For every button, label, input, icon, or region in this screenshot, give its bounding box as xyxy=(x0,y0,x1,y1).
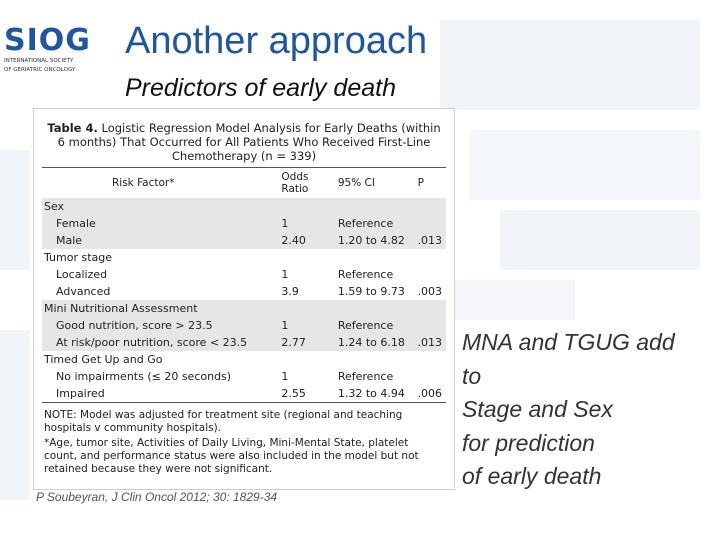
logo-wordmark: SIOG xyxy=(4,23,91,58)
cell-odds-ratio xyxy=(279,249,319,266)
table-group-row: Mini Nutritional Assessment xyxy=(42,300,446,317)
takeaway-line-1: MNA and TGUG add xyxy=(462,329,675,355)
takeaway-line-4: for prediction xyxy=(462,429,595,456)
takeaway-text: MNA and TGUG add to Stage and Sex for pr… xyxy=(462,326,712,494)
cell-p-value xyxy=(416,266,446,283)
regression-table-figure: Table 4. Logistic Regression Model Analy… xyxy=(33,108,455,490)
cell-odds-ratio: 1 xyxy=(281,268,289,281)
cell-odds-ratio xyxy=(279,300,320,317)
takeaway-line-5: of early death xyxy=(462,463,602,489)
cell-ci: 1.59 to 9.73 xyxy=(337,285,405,298)
cell-ci: 1.32 to 4.94 xyxy=(337,387,405,400)
cell-odds-ratio: 3.9 xyxy=(281,285,299,298)
header-risk-factor: Risk Factor* xyxy=(112,177,175,189)
cell-risk-factor: Mini Nutritional Assessment xyxy=(42,300,280,317)
cell-risk-factor: Sex xyxy=(42,198,280,215)
slide-title: Another approach xyxy=(125,20,428,62)
cell-p-value xyxy=(416,249,446,266)
table-row: Impaired 2.55 1.32 to 4.94 .006 xyxy=(42,385,446,402)
takeaway-line-3: Stage and Sex xyxy=(462,396,613,422)
table-row: Female 1 Reference xyxy=(42,215,446,232)
cell-ci: Reference xyxy=(319,215,416,232)
cell-ci xyxy=(320,249,416,266)
table-row: Advanced 3.9 1.59 to 9.73 .003 xyxy=(42,283,446,300)
takeaway-line-2: to xyxy=(462,362,482,389)
cell-risk-factor: Timed Get Up and Go xyxy=(44,353,163,366)
cell-p-value xyxy=(415,215,446,232)
cell-risk-factor: Impaired xyxy=(56,387,105,400)
table-bottom-rule xyxy=(42,402,446,403)
cell-odds-ratio: 2.40 xyxy=(279,232,320,249)
table-row: Localized 1 Reference xyxy=(42,266,446,283)
cell-risk-factor: No impairments (≤ 20 seconds) xyxy=(56,370,232,383)
cell-p-value xyxy=(415,300,446,317)
table-caption-label: Table 4. xyxy=(47,121,98,135)
cell-p-value: .006 xyxy=(417,387,443,400)
table-row: Good nutrition, score > 23.5 1 Reference xyxy=(42,317,446,334)
cell-odds-ratio: 2.55 xyxy=(281,387,306,400)
table-caption: Table 4. Logistic Regression Model Analy… xyxy=(46,121,442,163)
table-header-row: Risk Factor* Odds Ratio 95% CI P xyxy=(42,168,446,198)
cell-odds-ratio: 1 xyxy=(279,215,320,232)
table-row: Male 2.40 1.20 to 4.82.013 xyxy=(42,232,446,249)
cell-p-value xyxy=(415,317,446,334)
siog-logo: SIOG INTERNATIONAL SOCIETY OF GERIATRIC … xyxy=(4,26,104,74)
regression-table: Risk Factor* Odds Ratio 95% CI P Sex Fema… xyxy=(42,168,446,402)
table-top-rule xyxy=(42,167,446,168)
cell-risk-factor: At risk/poor nutrition, score < 23.5 xyxy=(42,334,280,351)
cell-p-value: .013 xyxy=(415,334,446,351)
header-95-ci: 95% CI xyxy=(337,177,375,189)
cell-odds-ratio xyxy=(279,198,320,215)
cell-risk-factor: Advanced xyxy=(56,285,111,298)
cell-risk-factor: Male xyxy=(42,232,280,249)
cell-p-value xyxy=(415,198,446,215)
cell-odds-ratio: 2.77 xyxy=(279,334,320,351)
citation: P Soubeyran, J Clin Oncol 2012; 30: 1829… xyxy=(36,490,278,504)
cell-odds-ratio xyxy=(279,351,319,368)
cell-ci: Reference xyxy=(337,268,394,281)
logo-line-2: OF GERIATRIC ONCOLOGY xyxy=(4,67,76,73)
cell-ci: 1.20 to 4.82 xyxy=(319,232,416,249)
table-group-row: Tumor stage xyxy=(42,249,446,266)
cell-risk-factor: Localized xyxy=(56,268,108,281)
table-footnote: *Age, tumor site, Activities of Daily Li… xyxy=(44,437,419,475)
slide-subtitle: Predictors of early death xyxy=(125,74,396,102)
cell-ci: Reference xyxy=(319,317,416,334)
table-row: At risk/poor nutrition, score < 23.5 2.77… xyxy=(42,334,446,351)
cell-p-value: .013 xyxy=(415,232,446,249)
cell-risk-factor: Good nutrition, score > 23.5 xyxy=(42,317,280,334)
cell-odds-ratio: 1 xyxy=(279,317,320,334)
table-body: Sex Female 1 Reference Male 2.40 1.20 to 4.82.… xyxy=(42,198,446,402)
logo-line-1: INTERNATIONAL SOCIETY xyxy=(4,58,74,64)
cell-ci: Reference xyxy=(337,370,394,383)
table-group-row: Sex xyxy=(42,198,446,215)
table-row: No impairments (≤ 20 seconds) 1 Reference xyxy=(42,368,446,385)
header-p-value: P xyxy=(417,177,424,189)
cell-p-value xyxy=(416,351,446,368)
table-caption-text: Logistic Regression Model Analysis for E… xyxy=(57,121,441,163)
cell-p-value: .003 xyxy=(417,285,443,298)
cell-odds-ratio: 1 xyxy=(281,370,289,383)
cell-ci xyxy=(320,351,416,368)
cell-ci xyxy=(319,198,416,215)
header-odds-ratio: Odds Ratio xyxy=(281,171,309,195)
table-note: NOTE: Model was adjusted for treatment s… xyxy=(44,409,403,434)
cell-p-value xyxy=(416,368,446,385)
cell-ci: 1.24 to 6.18 xyxy=(319,334,416,351)
table-group-row: Timed Get Up and Go xyxy=(42,351,446,368)
cell-ci xyxy=(319,300,416,317)
cell-risk-factor: Tumor stage xyxy=(44,251,113,264)
cell-risk-factor: Female xyxy=(42,215,280,232)
